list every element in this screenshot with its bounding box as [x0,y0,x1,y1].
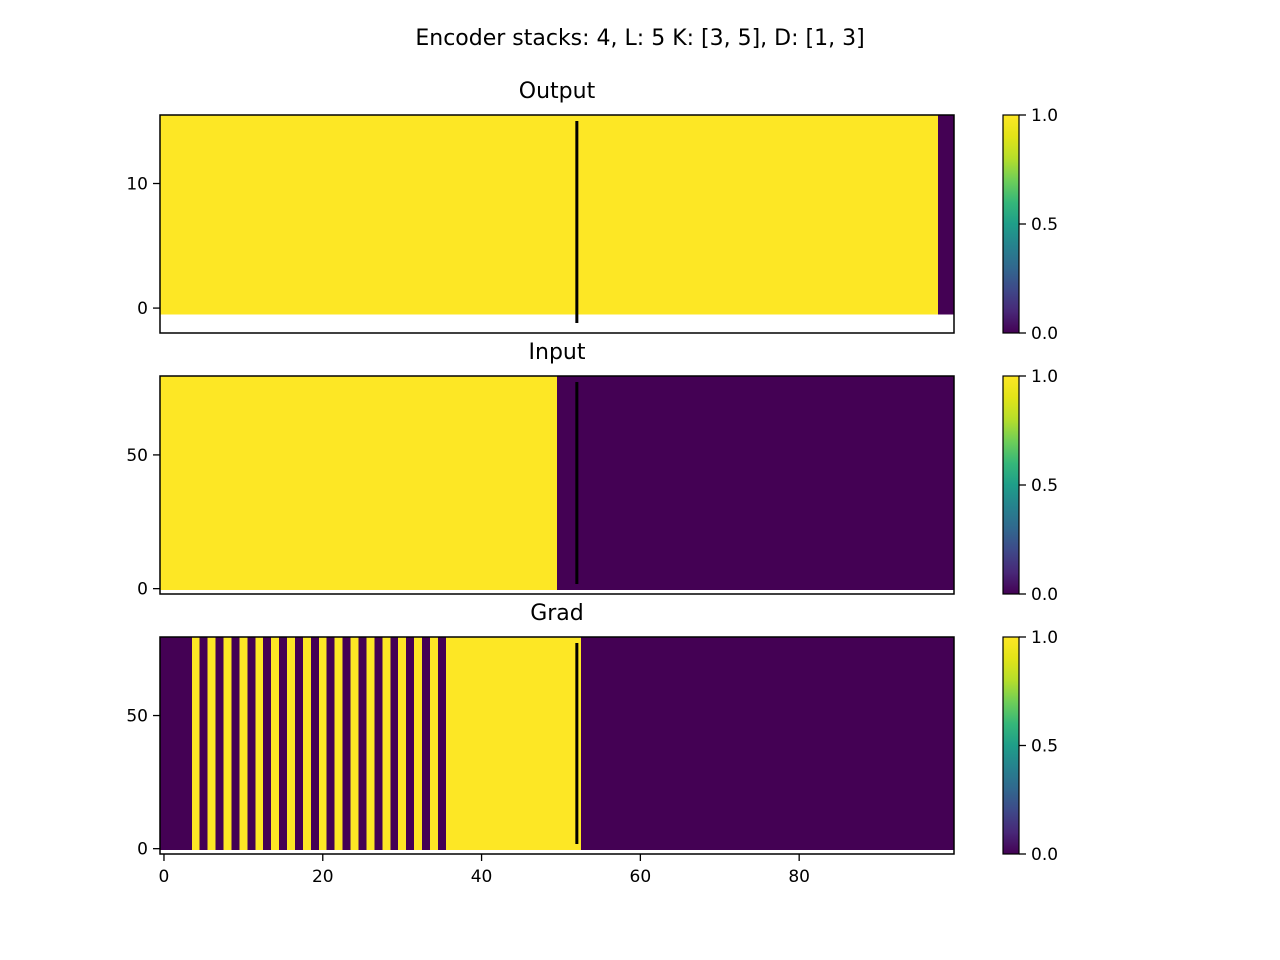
heatmap-segment [350,637,359,851]
y-tick-label: 50 [126,446,148,466]
heatmap-segment [557,376,954,590]
colorbar-tick-label: 0.5 [1031,215,1058,235]
heatmap-segment [342,637,351,851]
colorbar: 0.0 0.5 1.0 [1002,106,1058,344]
heatmap-segment [382,637,391,851]
y-tick-label: 10 [126,175,148,195]
colorbar: 0.0 0.5 1.0 [1002,367,1058,605]
y-tick-label: 0 [137,299,148,319]
panel-grad: Grad 0 50 0 20 40 60 80 0.0 0.5 1.0 [126,601,1058,887]
colorbar-tick-label: 0.0 [1031,585,1058,605]
heatmap-segment [334,637,343,851]
x-tick-label: 20 [312,867,334,887]
colorbar-tick-label: 1.0 [1031,106,1058,126]
heatmap-segment [318,637,327,851]
heatmap-segment [414,637,423,851]
x-tick-label: 60 [630,867,652,887]
heatmap-segment [294,637,303,851]
heatmap-segment [191,637,200,851]
colorbar-tick-label: 0.5 [1031,737,1058,757]
heatmap-segment [358,637,367,851]
colorbar-gradient [1002,636,1020,855]
colorbar-tick-label: 0.0 [1031,324,1058,344]
figure-suptitle: Encoder stacks: 4, L: 5 K: [3, 5], D: [1… [415,26,864,51]
heatmap-segment [326,637,335,851]
colorbar-tick-label: 1.0 [1031,367,1058,387]
colorbar-gradient [1002,114,1020,334]
heatmap-segment [207,637,216,851]
heatmap-segment [422,637,430,851]
heatmap-segment [390,637,399,851]
y-tick-label: 50 [126,707,148,727]
heatmap-segment [938,115,954,315]
heatmap-segment [287,637,295,851]
heatmap-segment [279,637,288,851]
colorbar: 0.0 0.5 1.0 [1002,628,1058,865]
heatmap-segment [445,637,581,851]
plot-frame [159,114,955,334]
heatmap-segment [374,637,383,851]
panel-input: Input 0 50 0.0 0.5 1.0 [126,340,1058,605]
panel-output: Output 0 10 0.0 0.5 1.0 [126,79,1058,344]
heatmap-segment [437,637,446,851]
panel-title: Grad [530,601,584,626]
colorbar-tick-label: 0.0 [1031,845,1058,865]
heatmap-segment [247,637,256,851]
heatmap-segment [160,637,192,851]
heatmap-segment [310,637,319,851]
y-tick-label: 0 [137,840,148,860]
heatmap-segment [263,637,272,851]
heatmap-segment [366,637,375,851]
heatmap-segment [160,115,939,315]
plot-frame [159,375,955,595]
x-tick-label: 0 [159,867,170,887]
heatmap-segment [406,637,415,851]
heatmap-segment [429,637,438,851]
x-tick-label: 40 [471,867,493,887]
y-tick-label: 0 [137,580,148,600]
colorbar-gradient [1002,375,1020,595]
heatmap-segment [398,637,407,851]
heatmap-segment [223,637,232,851]
panel-title: Output [519,79,596,104]
heatmap-segment [231,637,240,851]
heatmap-segment [271,637,280,851]
x-tick-label: 80 [788,867,810,887]
heatmap-segment [160,376,557,590]
panel-title: Input [529,340,586,365]
heatmap-segment [302,637,311,851]
plot-frame [159,636,955,855]
heatmap-segment [239,637,248,851]
colorbar-tick-label: 1.0 [1031,628,1058,648]
heatmap-segment [215,637,224,851]
heatmap-segment [255,637,264,851]
colorbar-tick-label: 0.5 [1031,476,1058,496]
heatmap-segment [580,637,954,851]
heatmap-segment [199,637,208,851]
